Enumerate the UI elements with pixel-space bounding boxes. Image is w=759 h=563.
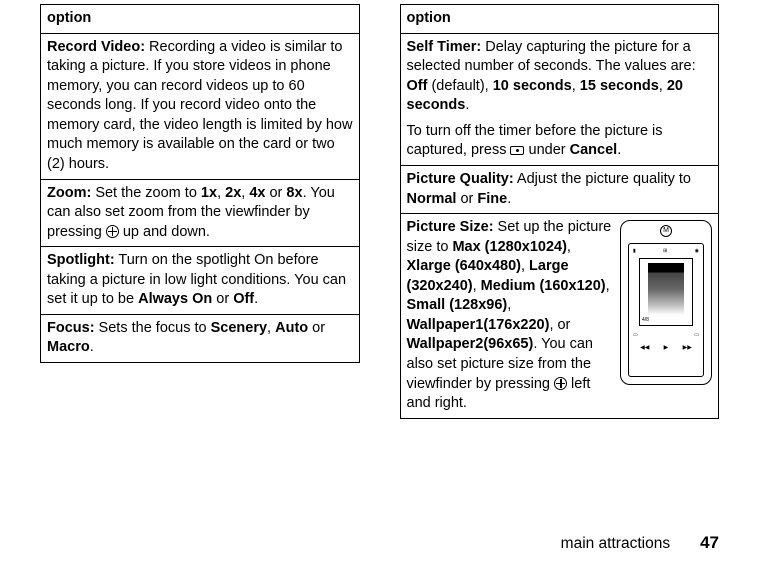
page-root: option Record Video: Recording a video i… xyxy=(0,0,759,563)
phone-counter: 4/8 xyxy=(642,317,649,324)
softkey-icon xyxy=(510,146,524,155)
row-picture-quality: Picture Quality: Adjust the picture qual… xyxy=(400,165,719,213)
phone-inner-frame: ▮⊞◉ 4/8 ▭▭ ◀◀▶▶▶ xyxy=(628,243,704,377)
title-spotlight: Spotlight: xyxy=(47,252,115,268)
title-record-video: Record Video: xyxy=(47,39,145,55)
row-record-video: Record Video: Recording a video is simil… xyxy=(41,33,360,179)
phone-illustration: M ▮⊞◉ 4/8 ▭▭ ◀◀▶▶▶ xyxy=(620,220,712,385)
right-header: option xyxy=(400,5,719,34)
left-header: option xyxy=(41,5,360,34)
footer-page-number: 47 xyxy=(700,533,719,553)
title-focus: Focus: xyxy=(47,320,95,336)
left-table: option Record Video: Recording a video i… xyxy=(40,4,360,363)
right-column: option Self Timer: Delay capturing the p… xyxy=(400,4,720,521)
row-zoom: Zoom: Set the zoom to 1x, 2x, 4x or 8x. … xyxy=(41,179,360,247)
row-self-timer: Self Timer: Delay capturing the picture … xyxy=(400,33,719,165)
title-self-timer: Self Timer: xyxy=(407,39,482,55)
left-column: option Record Video: Recording a video i… xyxy=(40,4,360,521)
nav-icon xyxy=(106,225,119,238)
phone-logo-icon: M xyxy=(660,225,672,237)
row-picture-size: Picture Size: Set up the picture size to… xyxy=(400,214,719,419)
two-column-layout: option Record Video: Recording a video i… xyxy=(40,4,719,521)
phone-viewfinder-image xyxy=(648,263,684,315)
title-picture-size: Picture Size: xyxy=(407,219,494,235)
phone-screen: 4/8 xyxy=(639,258,693,326)
phone-status-bar: ▮⊞◉ xyxy=(633,248,699,255)
footer-section-label: main attractions xyxy=(561,535,670,553)
page-footer: main attractions 47 xyxy=(40,521,719,553)
right-table: option Self Timer: Delay capturing the p… xyxy=(400,4,720,419)
phone-soft-labels: ▭▭ xyxy=(633,332,699,339)
row-focus: Focus: Sets the focus to Scenery, Auto o… xyxy=(41,314,360,362)
title-picture-quality: Picture Quality: xyxy=(407,171,514,187)
picture-size-wrap: Picture Size: Set up the picture size to… xyxy=(407,218,713,414)
picture-size-text: Picture Size: Set up the picture size to… xyxy=(407,218,621,414)
nav-icon xyxy=(554,377,567,390)
phone-play-bar: ◀◀▶▶▶ xyxy=(633,344,699,352)
title-zoom: Zoom: xyxy=(47,185,91,201)
row-spotlight: Spotlight: Turn on the spotlight On befo… xyxy=(41,247,360,315)
body-record-video: Recording a video is similar to taking a… xyxy=(47,39,352,172)
